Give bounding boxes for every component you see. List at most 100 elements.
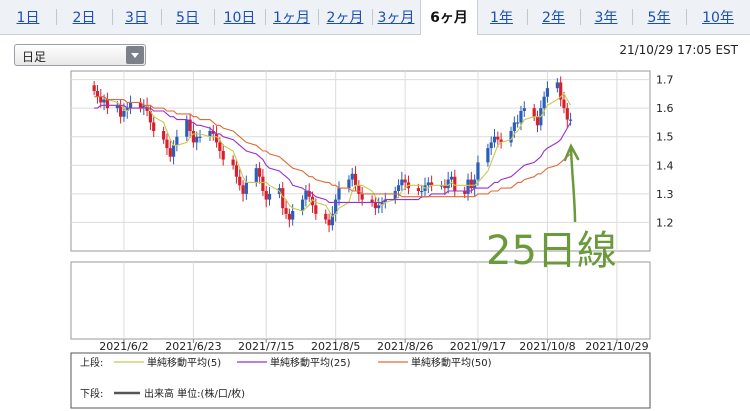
candle xyxy=(463,191,467,194)
candle xyxy=(307,191,311,197)
tab-7[interactable]: 2ヶ月 xyxy=(326,10,364,26)
candle xyxy=(509,131,513,143)
candle xyxy=(175,136,179,146)
candle xyxy=(185,119,189,137)
dropdown-arrow-icon[interactable] xyxy=(126,46,144,64)
candle xyxy=(486,148,490,163)
tab-14[interactable]: 10年 xyxy=(702,10,734,26)
candle xyxy=(324,213,328,220)
candle xyxy=(314,205,318,214)
legend-item-3: 単純移動平均(50) xyxy=(411,356,492,369)
candle xyxy=(353,173,358,186)
candle xyxy=(162,131,166,140)
candle xyxy=(119,105,123,117)
candle xyxy=(122,111,126,117)
candle xyxy=(327,219,331,226)
candle xyxy=(426,182,430,186)
candle xyxy=(257,168,262,177)
candle xyxy=(301,199,305,211)
candle xyxy=(105,99,109,109)
candle xyxy=(565,108,569,120)
candle xyxy=(555,82,559,89)
tab-separator xyxy=(56,9,57,25)
candle xyxy=(304,191,308,200)
tab-separator xyxy=(527,9,528,25)
y-tick-label: 1.7 xyxy=(656,74,674,87)
candle xyxy=(208,131,212,137)
candle xyxy=(165,139,169,149)
candle xyxy=(466,179,470,194)
candle xyxy=(377,205,381,209)
candle xyxy=(238,176,242,186)
tab-10[interactable]: 1年 xyxy=(490,10,513,26)
candle xyxy=(360,193,364,200)
candle xyxy=(198,136,202,138)
candle xyxy=(168,148,172,157)
candle xyxy=(512,122,516,131)
timestamp: 21/10/29 17:05 EST xyxy=(619,43,738,57)
tab-11[interactable]: 2年 xyxy=(542,10,565,26)
tab-separator xyxy=(580,9,581,25)
candle xyxy=(92,85,96,91)
candle xyxy=(211,131,215,134)
tab-12[interactable]: 3年 xyxy=(594,10,618,26)
legend-upper-label: 上段: xyxy=(80,356,103,369)
tab-13[interactable]: 5年 xyxy=(647,10,671,26)
candle xyxy=(267,193,272,200)
x-tick-label: 2021/7/15 xyxy=(238,340,294,353)
candle xyxy=(400,179,404,186)
tab-8[interactable]: 3ヶ月 xyxy=(377,10,415,26)
candle xyxy=(234,165,239,177)
candle xyxy=(287,213,291,220)
legend-box xyxy=(70,352,651,409)
tab-separator xyxy=(632,9,633,25)
y-tick-label: 1.5 xyxy=(656,131,674,144)
candle xyxy=(449,176,454,180)
tab-3[interactable]: 3日 xyxy=(125,10,148,26)
candle xyxy=(284,208,288,214)
candle xyxy=(357,185,361,194)
candle xyxy=(264,191,268,200)
candle xyxy=(334,199,338,214)
tab-1[interactable]: 1日 xyxy=(16,10,40,26)
candle xyxy=(443,185,447,189)
candle xyxy=(347,179,351,189)
tab-9[interactable]: 6ヶ月 xyxy=(420,0,478,35)
annotation-label: 25日線 xyxy=(486,228,617,274)
candle xyxy=(128,102,133,109)
tab-separator xyxy=(318,9,319,25)
legend-item-1: 単純移動平均(5) xyxy=(147,356,221,369)
candle xyxy=(142,105,146,109)
select-period[interactable]: 日足 xyxy=(14,44,146,66)
y-tick-label: 1.4 xyxy=(656,159,674,172)
candle xyxy=(380,202,384,206)
candle xyxy=(532,108,536,117)
legend-volume-label: 出来高 単位:(株/口/枚) xyxy=(144,387,245,400)
candle xyxy=(492,136,497,143)
price-panel xyxy=(70,70,651,252)
candle xyxy=(244,182,248,194)
candle xyxy=(383,199,387,203)
candle xyxy=(102,99,106,103)
candle xyxy=(420,191,424,193)
candle xyxy=(373,202,377,209)
candle xyxy=(568,119,573,121)
candle xyxy=(254,168,258,183)
annotation-arrow xyxy=(569,147,577,223)
candle xyxy=(446,179,450,189)
candle xyxy=(241,185,245,194)
candle xyxy=(489,142,493,149)
candle xyxy=(496,136,500,140)
x-tick-label: 2021/9/17 xyxy=(450,340,506,353)
candle xyxy=(195,136,199,143)
legend-lower-label: 下段: xyxy=(80,387,103,400)
candle xyxy=(516,122,520,124)
tab-4[interactable]: 5日 xyxy=(176,10,199,26)
tab-2[interactable]: 2日 xyxy=(72,10,96,26)
tab-5[interactable]: 10日 xyxy=(223,10,256,26)
tab-separator xyxy=(372,9,373,25)
candle xyxy=(559,82,563,100)
candle xyxy=(171,145,176,157)
tab-6[interactable]: 1ヶ月 xyxy=(273,10,310,26)
candle xyxy=(430,182,434,186)
